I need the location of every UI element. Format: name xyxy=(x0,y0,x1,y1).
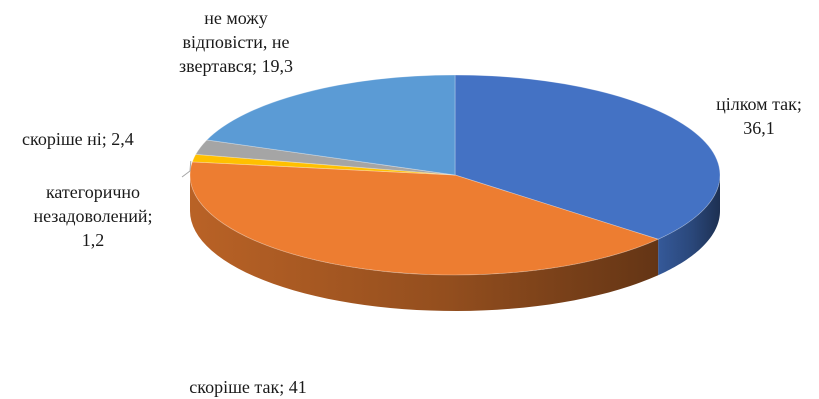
leader-line-katehorychno xyxy=(181,161,192,178)
slice-label-ne-mozhu: не можу відповісти, не звертався; 19,3 xyxy=(179,8,293,76)
slice-не-можу-відповісти-не-звертався xyxy=(205,74,456,176)
slice-label-tsilkom-tak: цілком так; 36,1 xyxy=(716,94,802,138)
slice-скоріше-ні xyxy=(195,139,456,176)
slice-side-цілком-так xyxy=(658,175,720,276)
slice-цілком-так xyxy=(454,74,721,240)
slice-скоріше-так xyxy=(189,161,660,276)
pie-sides xyxy=(190,175,720,311)
pie-top xyxy=(189,74,721,276)
slice-label-skorishe-tak: скоріше так; 41 xyxy=(189,377,307,397)
slice-категорично-незадоволений xyxy=(191,153,456,176)
slice-label-skorishe-ni: скоріше ні; 2,4 xyxy=(22,129,134,149)
slice-side-скоріше-так xyxy=(190,175,659,311)
slice-label-katehorychno: категорично незадоволений; 1,2 xyxy=(33,182,153,250)
